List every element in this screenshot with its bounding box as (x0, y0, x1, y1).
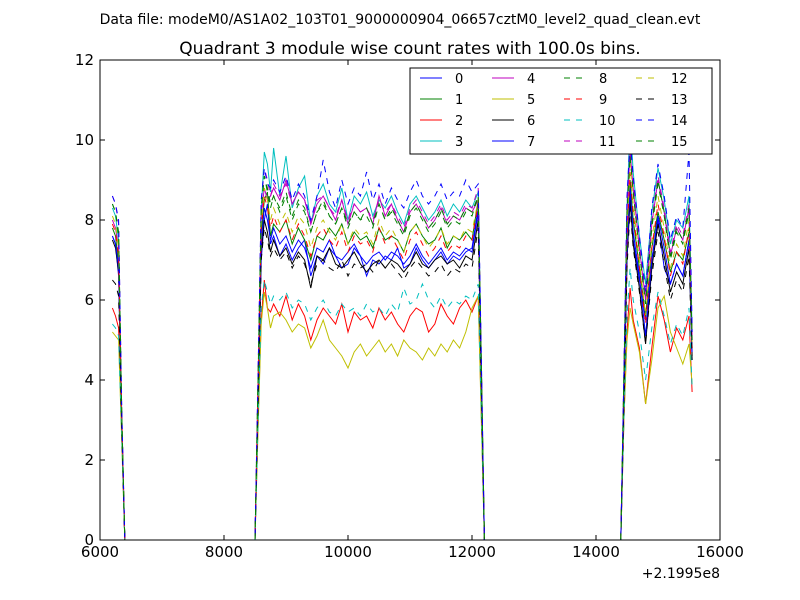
legend-label-8: 8 (599, 72, 607, 87)
series-line-3 (111, 119, 693, 540)
legend-label-15: 15 (671, 135, 688, 150)
y-tick-label: 6 (84, 291, 94, 309)
series-line-4 (111, 151, 693, 540)
series-line-6 (111, 199, 693, 540)
legend-label-3: 3 (455, 135, 463, 150)
legend-label-9: 9 (599, 93, 607, 108)
legend-label-12: 12 (671, 72, 688, 87)
y-tick-label: 0 (84, 531, 94, 549)
legend-label-13: 13 (671, 93, 688, 108)
legend-label-10: 10 (599, 114, 616, 129)
series-line-2 (111, 279, 693, 540)
x-tick-label: 14000 (572, 543, 620, 561)
chart-suptitle: Data file: modeM0/AS1A02_103T01_90000009… (100, 12, 701, 28)
series-line-13 (112, 207, 693, 540)
legend-label-14: 14 (671, 114, 688, 129)
series-line-9 (111, 171, 693, 540)
legend-frame (409, 67, 713, 155)
legend-label-7: 7 (527, 135, 535, 150)
series-line-12 (111, 163, 693, 540)
x-tick-label: 6000 (81, 543, 119, 561)
series-line-11 (111, 147, 693, 540)
series-line-7 (111, 187, 693, 540)
x-tick-label: 8000 (205, 543, 243, 561)
x-offset-label: +2.1995e8 (642, 566, 720, 582)
legend-label-4: 4 (527, 72, 535, 87)
legend-label-2: 2 (455, 114, 463, 129)
legend-label-5: 5 (527, 93, 535, 108)
y-tick-label: 8 (84, 211, 94, 229)
y-tick-label: 2 (84, 451, 94, 469)
legend-label-6: 6 (527, 114, 535, 129)
y-tick-label: 10 (75, 131, 94, 149)
legend-label-11: 11 (599, 135, 616, 150)
series-line-15 (111, 155, 693, 540)
series-line-0 (111, 191, 693, 540)
series-layer (111, 119, 693, 540)
y-tick-label: 4 (84, 371, 94, 389)
series-line-14 (111, 139, 693, 540)
y-tick-label: 12 (75, 51, 94, 69)
series-line-5 (112, 291, 693, 540)
x-tick-label: 10000 (324, 543, 372, 561)
series-line-10 (112, 267, 693, 540)
x-tick-label: 12000 (448, 543, 496, 561)
legend-label-1: 1 (455, 93, 463, 108)
chart-title: Quadrant 3 module wise count rates with … (179, 39, 640, 59)
legend-label-0: 0 (455, 72, 463, 87)
x-tick-label: 16000 (696, 543, 744, 561)
series-line-8 (111, 155, 693, 540)
